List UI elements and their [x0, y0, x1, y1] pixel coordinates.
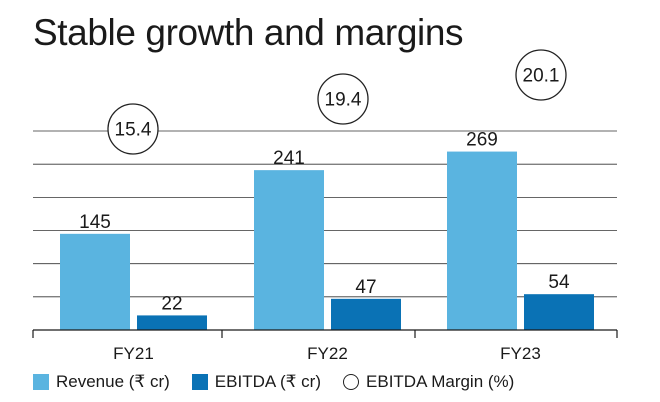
- bars: [60, 151, 594, 330]
- revenue-value-label: 269: [466, 130, 498, 151]
- revenue-value-label: 241: [273, 148, 305, 169]
- chart-title: Stable growth and margins: [33, 12, 464, 53]
- x-axis: FY21 FY22 FY23: [32, 329, 618, 363]
- x-tick-label: FY21: [113, 344, 154, 363]
- ebitda-bar: [524, 294, 594, 330]
- revenue-bar: [60, 233, 130, 330]
- revenue-value-label: 145: [79, 212, 111, 233]
- legend-label-revenue: Revenue (₹ cr): [56, 372, 170, 391]
- ebitda-value-label: 54: [548, 272, 570, 293]
- legend-item-revenue: Revenue (₹ cr): [33, 372, 170, 392]
- revenue-bar: [447, 151, 517, 330]
- ebitda-value-label: 47: [355, 277, 376, 298]
- margin-badges: 15.4 19.4 20.1: [107, 49, 567, 155]
- legend-item-ebitda: EBITDA (₹ cr): [191, 372, 322, 392]
- margin-circle: [515, 49, 567, 101]
- margin-circle: [107, 103, 159, 155]
- x-tick-label: FY23: [500, 344, 541, 363]
- margin-value-label: 19.4: [325, 90, 362, 111]
- legend-item-margin: EBITDA Margin (%): [343, 372, 514, 392]
- revenue-bar: [254, 170, 324, 330]
- legend-label-margin: EBITDA Margin (%): [366, 372, 515, 391]
- ebitda-value-label: 22: [161, 293, 182, 314]
- data-labels: 145 22 241 47 269 54: [79, 130, 570, 315]
- ebitda-bar: [331, 298, 401, 330]
- x-tick-label: FY22: [307, 344, 348, 363]
- margin-value-label: 15.4: [115, 120, 152, 141]
- legend-label-ebitda: EBITDA (₹ cr): [214, 372, 322, 391]
- margin-value-label: 20.1: [523, 66, 560, 87]
- legend-swatch-revenue: [33, 374, 49, 390]
- ebitda-bar: [137, 315, 207, 330]
- margin-circle: [317, 73, 369, 125]
- legend-swatch-ebitda: [191, 374, 208, 390]
- legend: Revenue (₹ cr) EBITDA (₹ cr) EBITDA Marg…: [33, 368, 536, 396]
- legend-circle-icon: [343, 374, 360, 390]
